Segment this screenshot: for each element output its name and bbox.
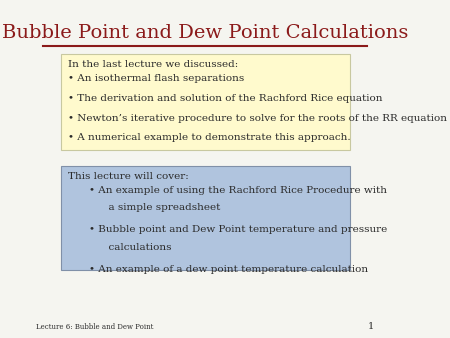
Text: 1: 1: [368, 322, 374, 331]
Text: In the last lecture we discussed:: In the last lecture we discussed:: [68, 60, 238, 69]
Text: Lecture 6: Bubble and Dew Point: Lecture 6: Bubble and Dew Point: [36, 323, 153, 331]
Text: a simple spreadsheet: a simple spreadsheet: [89, 203, 220, 213]
Text: • Newton’s iterative procedure to solve for the roots of the RR equation: • Newton’s iterative procedure to solve …: [68, 114, 446, 123]
Text: • An isothermal flash separations: • An isothermal flash separations: [68, 74, 244, 83]
Text: • The derivation and solution of the Rachford Rice equation: • The derivation and solution of the Rac…: [68, 94, 382, 103]
FancyBboxPatch shape: [61, 166, 350, 270]
FancyBboxPatch shape: [61, 54, 350, 150]
Text: Bubble Point and Dew Point Calculations: Bubble Point and Dew Point Calculations: [2, 24, 408, 42]
Text: • An example of a dew point temperature calculation: • An example of a dew point temperature …: [89, 265, 368, 274]
Text: • An example of using the Rachford Rice Procedure with: • An example of using the Rachford Rice …: [89, 186, 387, 195]
Text: • Bubble point and Dew Point temperature and pressure: • Bubble point and Dew Point temperature…: [89, 225, 387, 235]
Text: calculations: calculations: [89, 243, 171, 252]
Text: This lecture will cover:: This lecture will cover:: [68, 172, 189, 181]
Text: • A numerical example to demonstrate this approach.: • A numerical example to demonstrate thi…: [68, 133, 350, 142]
